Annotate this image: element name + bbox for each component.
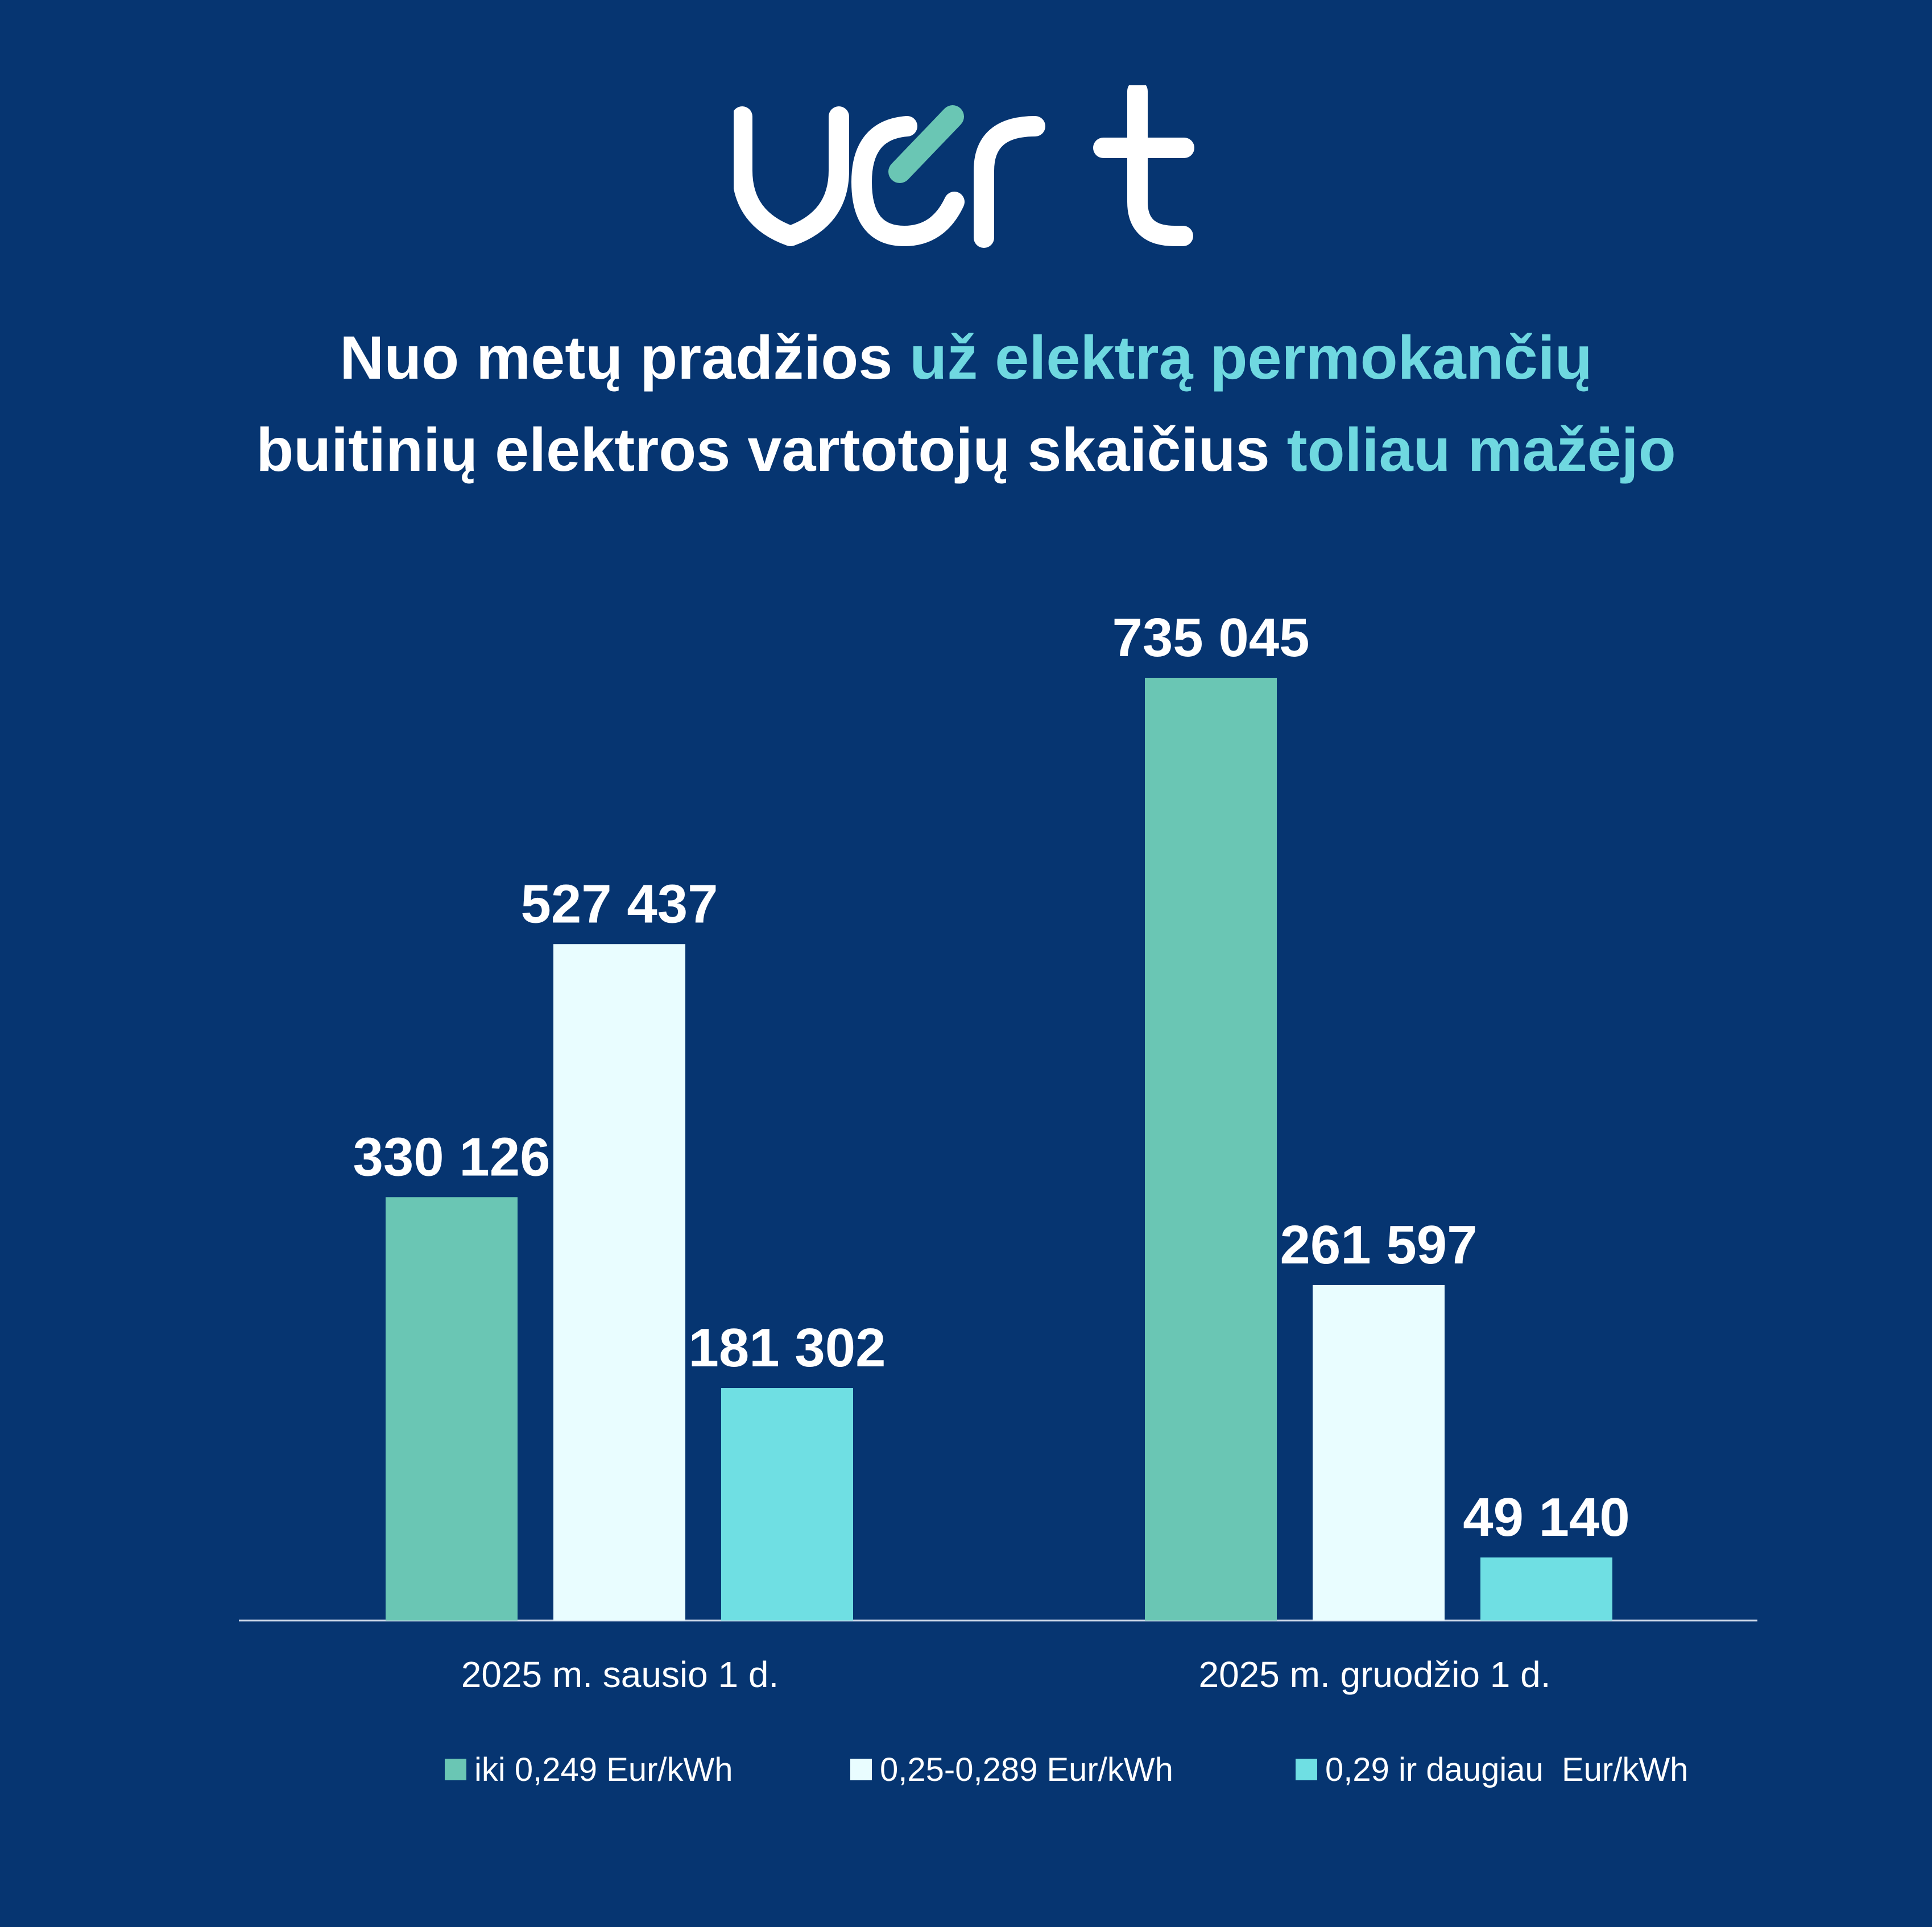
chart-title-line-2: buitinių elektros vartotojų skaičius tol… [0,408,1932,492]
data-label-series-3-category-1: 181 302 [688,1317,886,1378]
legend-swatch-3 [1296,1759,1317,1780]
bar-series-1-category-2 [1145,678,1277,1621]
data-label-series-1-category-2: 735 045 [1112,607,1309,668]
vert-logo-mark [732,81,1194,248]
bar-series-2-category-1 [553,944,685,1621]
legend-item-2: 0,25-0,289 Eur/kWh [850,1747,1173,1792]
legend-swatch-2 [850,1759,872,1780]
data-label-series-2-category-2: 261 597 [1280,1215,1477,1275]
legend-item-1: iki 0,249 Eur/kWh [445,1747,733,1792]
vert-logo [732,81,1200,253]
bar-series-3-category-2 [1480,1557,1612,1621]
legend-label-1: iki 0,249 Eur/kWh [474,1751,733,1788]
x-tick-label-1: 2025 m. sausio 1 d. [461,1654,779,1695]
bar-series-1-category-1 [386,1197,518,1621]
legend-item-3: 0,29 ir daugiau Eur/kWh [1296,1747,1688,1792]
title-line-2-highlight: toliau mažėjo [1286,415,1676,484]
title-line-1-plain: Nuo metų pradžios [340,323,910,392]
bar-series-2-category-2 [1313,1284,1445,1621]
data-label-series-1-category-1: 330 126 [353,1126,550,1187]
legend-label-3: 0,29 ir daugiau Eur/kWh [1325,1751,1689,1788]
legend-label-2: 0,25-0,289 Eur/kWh [880,1751,1173,1788]
x-tick-label-2: 2025 m. gruodžio 1 d. [1198,1654,1550,1695]
legend-swatch-1 [445,1759,466,1780]
title-line-2-plain: buitinių elektros vartotojų skaičius [256,415,1287,484]
title-line-1-highlight: už elektrą permokančių [909,323,1592,392]
bar-series-3-category-1 [721,1388,853,1621]
data-label-series-3-category-2: 49 140 [1463,1487,1630,1548]
data-label-series-2-category-1: 527 437 [520,873,718,934]
chart-title-line-1: Nuo metų pradžios už elektrą permokančių [0,316,1932,400]
